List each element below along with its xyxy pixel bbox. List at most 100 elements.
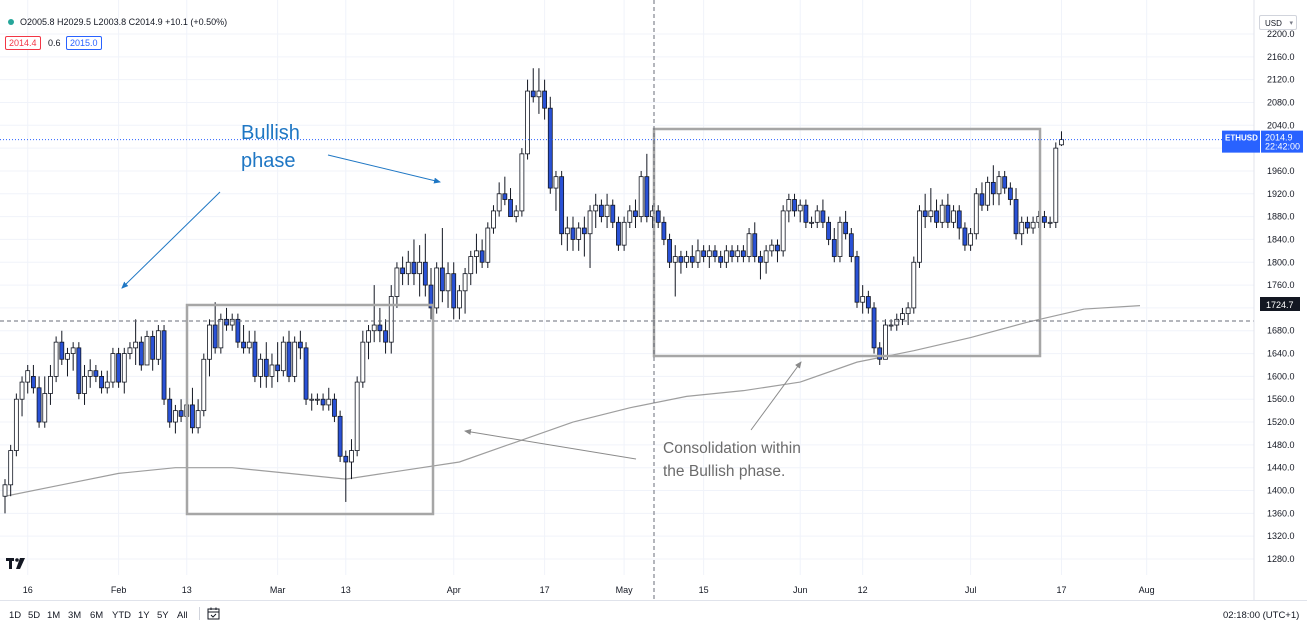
candle <box>150 330 156 371</box>
candle-body <box>456 290 462 309</box>
time-tick-label: Mar <box>270 585 286 595</box>
currency-select[interactable]: USD ▾ <box>1259 15 1297 30</box>
clock-timezone[interactable]: 02:18:00 (UTC+1) <box>1223 610 1300 621</box>
candle-body <box>877 347 883 360</box>
range-button-1d[interactable]: 1D <box>9 610 22 621</box>
candle-body <box>1013 199 1019 235</box>
candle-body <box>434 267 440 309</box>
time-tick-label: 15 <box>699 585 709 595</box>
candle <box>303 342 309 405</box>
candle <box>1059 131 1064 146</box>
candle <box>769 239 775 257</box>
consolidation-line-1: Consolidation within <box>663 440 801 457</box>
candle <box>394 262 400 308</box>
moving-average-line <box>4 305 1141 497</box>
candle-body <box>491 210 496 229</box>
candle-body <box>133 341 139 349</box>
candle-body <box>638 176 644 218</box>
candle-body <box>814 210 820 223</box>
candle <box>883 319 888 360</box>
candle <box>763 245 769 274</box>
candle-body <box>820 210 826 223</box>
candle <box>349 439 354 480</box>
candle-body <box>610 204 616 223</box>
range-button-ytd[interactable]: YTD <box>112 610 131 621</box>
candle-body <box>547 107 553 189</box>
sell-price-button[interactable]: 2014.4 <box>5 36 41 50</box>
candle-body <box>229 318 235 326</box>
candle <box>167 387 173 428</box>
candle <box>172 404 178 434</box>
candle <box>939 199 945 229</box>
candle-body <box>65 353 70 360</box>
range-button-6m[interactable]: 6M <box>90 610 104 621</box>
candle <box>627 205 633 229</box>
price-chart[interactable]: 2200.02160.02120.02080.02040.02000.01960… <box>0 0 1307 600</box>
candle <box>843 210 849 240</box>
candle-body <box>956 210 962 229</box>
range-button-5y[interactable]: 5Y <box>157 610 169 621</box>
candle <box>792 193 797 217</box>
candle-body <box>729 250 735 257</box>
candle-body <box>417 261 423 275</box>
candle-body <box>542 90 547 109</box>
tradingview-logo-icon[interactable] <box>6 557 28 574</box>
time-axis: 16 Feb 13 Mar 13 Apr 17 May 15 Jun 12 Jul 17 Aug <box>23 585 1155 595</box>
ma-extension <box>1084 305 1141 310</box>
candle-body <box>388 296 394 343</box>
range-button-1m[interactable]: 1M <box>47 610 61 621</box>
candle <box>689 245 695 268</box>
candle <box>343 450 349 502</box>
candle-body <box>1053 147 1059 223</box>
candle-body <box>212 324 218 349</box>
candle <box>877 342 883 365</box>
candle-body <box>775 244 780 252</box>
candle-body <box>326 398 332 406</box>
candle-body <box>883 324 888 360</box>
candle <box>712 245 718 263</box>
candle-body <box>59 341 65 360</box>
candle-body <box>746 233 752 257</box>
candle <box>405 250 411 286</box>
time-tick-label: 13 <box>182 585 192 595</box>
candle-body <box>394 267 400 297</box>
candle-body <box>178 410 184 417</box>
range-button-all[interactable]: All <box>177 610 188 621</box>
candle <box>814 205 820 229</box>
candle <box>30 364 36 394</box>
time-tick-label: Feb <box>111 585 127 595</box>
candle-body <box>76 347 82 394</box>
candle <box>752 222 758 263</box>
toolbar-divider <box>199 607 200 620</box>
buy-price-button[interactable]: 2015.0 <box>66 36 102 50</box>
candle <box>280 336 286 377</box>
range-button-3m[interactable]: 3M <box>68 610 82 621</box>
candle <box>93 364 99 383</box>
candle-body <box>343 455 349 463</box>
range-button-5d[interactable]: 5D <box>28 610 41 621</box>
candle <box>439 228 445 303</box>
candle-body <box>36 387 42 423</box>
candle <box>155 325 161 365</box>
candle-body <box>979 193 985 206</box>
candle <box>525 79 530 160</box>
candle-body <box>928 210 934 218</box>
range-button-1y[interactable]: 1Y <box>138 610 150 621</box>
candle-body <box>275 364 281 372</box>
candle <box>456 285 462 320</box>
candle-body <box>349 450 354 463</box>
candle-body <box>144 336 150 366</box>
candle <box>468 250 474 286</box>
candle <box>42 376 48 428</box>
candle-body <box>280 341 286 372</box>
candle-body <box>258 358 264 377</box>
candle-body <box>87 370 93 377</box>
candle-body <box>2 484 8 497</box>
candle <box>786 193 792 223</box>
candle-body <box>224 318 229 326</box>
bullish-line-1: Bullish <box>241 122 300 144</box>
candle-body <box>1019 221 1025 235</box>
calendar-icon[interactable] <box>207 607 220 620</box>
candle-body <box>332 398 337 417</box>
candle-body <box>706 250 712 257</box>
